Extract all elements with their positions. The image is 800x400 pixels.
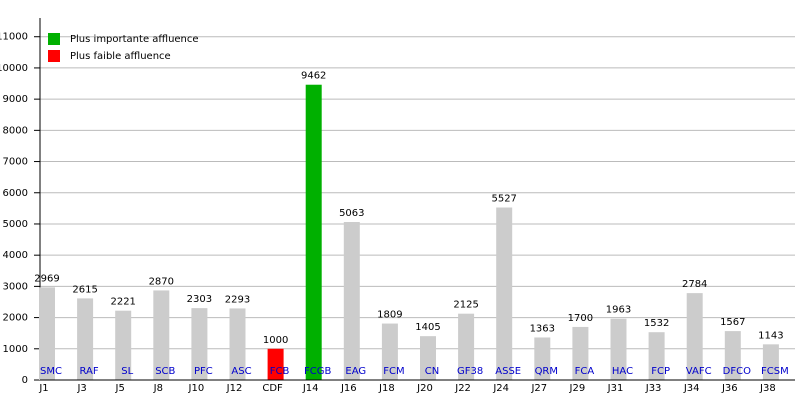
bar — [153, 290, 170, 380]
y-tick-label: 5000 — [3, 219, 28, 230]
x-tick-label: J12 — [226, 383, 243, 394]
y-tick-label: 9000 — [3, 94, 28, 105]
bar — [610, 318, 627, 380]
x-tick-label: J18 — [378, 383, 395, 394]
opponent-label: FCB — [270, 366, 290, 377]
opponent-label: PFC — [194, 366, 213, 377]
y-tick-label: 0 — [22, 375, 28, 386]
value-label: 1532 — [644, 318, 669, 329]
value-label: 1405 — [415, 322, 440, 333]
x-tick-label: J31 — [607, 383, 624, 394]
x-tick-label: J27 — [530, 383, 547, 394]
y-tick-label: 11000 — [0, 32, 28, 43]
opponent-label: QRM — [535, 366, 558, 377]
value-label: 1000 — [263, 335, 288, 346]
value-label: 2784 — [682, 279, 707, 290]
x-tick-label: J33 — [645, 383, 662, 394]
bar — [77, 298, 94, 380]
y-tick-label: 1000 — [3, 344, 28, 355]
opponent-label: HAC — [612, 366, 633, 377]
value-label: 5063 — [339, 208, 364, 219]
bar — [39, 287, 55, 380]
x-tick-label: J29 — [569, 383, 586, 394]
bar — [496, 207, 513, 380]
value-label: 2125 — [453, 300, 478, 311]
opponent-label: ASC — [231, 366, 251, 377]
x-tick-label: J10 — [188, 383, 205, 394]
x-tick-label: J20 — [416, 383, 433, 394]
value-label: 1963 — [606, 305, 631, 316]
value-label: 2615 — [72, 284, 97, 295]
x-tick-label: J24 — [492, 383, 509, 394]
value-label: 1567 — [720, 317, 745, 328]
bar — [191, 308, 208, 380]
x-tick-label: J16 — [340, 383, 357, 394]
bar — [534, 337, 551, 380]
opponent-label: SCB — [155, 366, 175, 377]
y-tick-label: 3000 — [3, 281, 28, 292]
bar — [724, 331, 741, 380]
y-tick-label: 8000 — [3, 125, 28, 136]
y-tick-label: 7000 — [3, 157, 28, 168]
bar — [305, 84, 322, 381]
bar — [381, 323, 398, 380]
bar — [762, 344, 779, 380]
bar — [572, 326, 589, 380]
opponent-label: SL — [121, 366, 133, 377]
opponent-label: EAG — [345, 366, 366, 377]
legend-swatch — [48, 33, 60, 45]
bar — [648, 332, 665, 380]
opponent-label: SMC — [40, 366, 62, 377]
opponent-label: VAFC — [686, 366, 712, 377]
bar — [458, 313, 475, 380]
x-tick-label: J5 — [115, 383, 125, 394]
opponent-label: CN — [425, 366, 439, 377]
opponent-label: DFCO — [723, 366, 751, 377]
x-tick-label: J38 — [759, 383, 776, 394]
opponent-label: RAF — [80, 366, 99, 377]
value-label: 9462 — [301, 71, 326, 82]
x-tick-label: J1 — [38, 383, 48, 394]
y-tick-label: 2000 — [3, 313, 28, 324]
opponent-label: FCP — [651, 366, 670, 377]
value-label: 2293 — [225, 294, 250, 305]
value-label: 1143 — [758, 330, 783, 341]
value-label: 5527 — [491, 194, 516, 205]
bar — [686, 293, 703, 380]
opponent-label: FCM — [383, 366, 404, 377]
opponent-label: FCSM — [761, 366, 789, 377]
y-tick-label: 6000 — [3, 188, 28, 199]
x-tick-label: J8 — [153, 383, 163, 394]
legend-label: Plus faible affluence — [70, 51, 171, 62]
value-label: 2969 — [34, 273, 59, 284]
opponent-label: ASSE — [495, 366, 521, 377]
value-label: 2870 — [149, 276, 174, 287]
value-label: 1363 — [530, 323, 555, 334]
x-tick-label: J14 — [302, 383, 319, 394]
bar — [229, 308, 246, 380]
opponent-label: GF38 — [457, 366, 483, 377]
x-tick-label: J34 — [683, 383, 700, 394]
legend-swatch — [48, 50, 60, 62]
bar — [115, 310, 132, 380]
value-label: 1809 — [377, 310, 402, 321]
x-tick-label: J22 — [454, 383, 471, 394]
x-tick-label: CDF — [262, 383, 283, 394]
opponent-label: FCA — [575, 366, 595, 377]
y-tick-label: 10000 — [0, 63, 28, 74]
y-tick-label: 4000 — [3, 250, 28, 261]
x-tick-label: J3 — [76, 383, 86, 394]
bar — [420, 336, 436, 380]
x-tick-label: J36 — [721, 383, 738, 394]
opponent-label: FCGB — [304, 366, 331, 377]
value-label: 2221 — [110, 297, 135, 308]
value-label: 2303 — [187, 294, 212, 305]
legend-label: Plus importante affluence — [70, 34, 199, 45]
value-label: 1700 — [568, 313, 593, 324]
bar — [267, 348, 284, 380]
bar — [343, 221, 360, 380]
